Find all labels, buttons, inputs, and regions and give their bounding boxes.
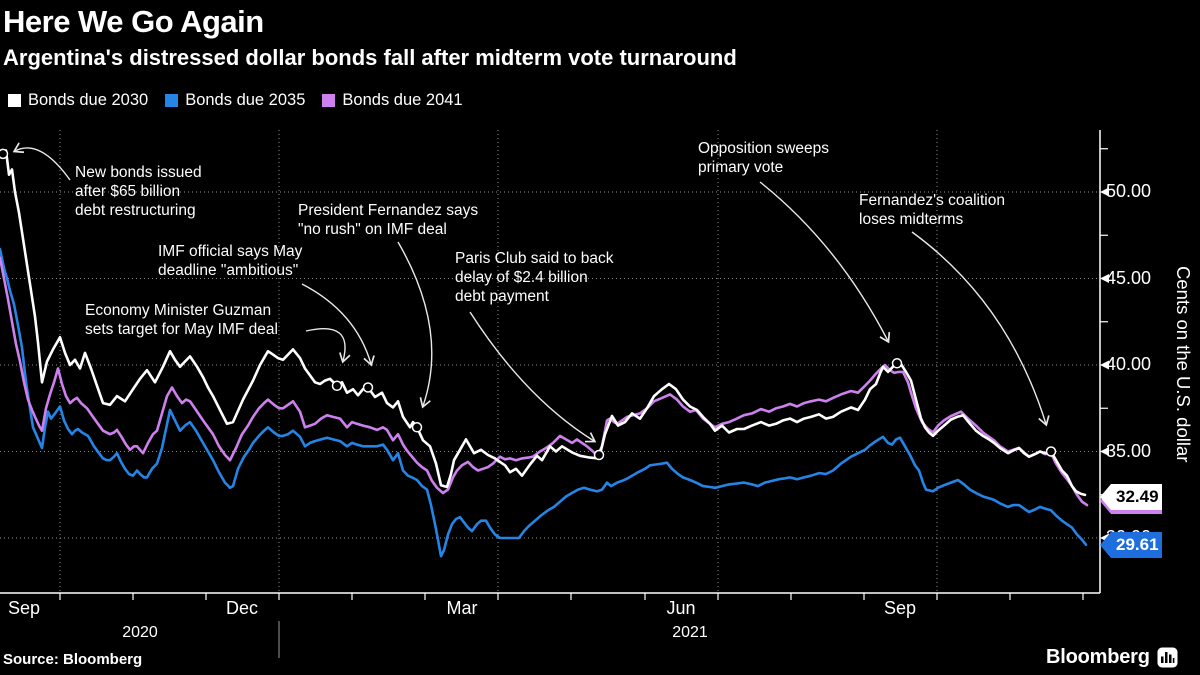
last-price-badge-2035: 29.61 [1100, 532, 1162, 558]
annotation-line: Fernandez's coalition [859, 192, 1005, 209]
y-axis-major-tick [1100, 274, 1109, 283]
annotation-line: debt payment [455, 288, 549, 305]
legend: Bonds due 2030 Bonds due 2035 Bonds due … [8, 91, 480, 110]
x-axis-month-label: Sep [7, 598, 41, 618]
legend-swatch-2041-icon [322, 94, 336, 107]
annotation-arrow-midterms [911, 231, 1050, 427]
event-marker-primary-vote [891, 358, 903, 369]
gridlines [0, 130, 1100, 593]
annotation-arrow-no-rush [397, 241, 433, 409]
annotation-arrow-guzman [305, 327, 351, 364]
axes [0, 130, 1109, 658]
x-axis-month-label: Mar [446, 598, 478, 618]
x-axis-year-label: 2020 [122, 624, 158, 641]
annotation-line: President Fernandez says [298, 202, 479, 219]
event-marker-new-bonds [0, 148, 9, 160]
y-axis-label: 50.00 [1106, 181, 1152, 202]
series-line-bonds-due-2041 [0, 256, 1089, 507]
annotation-text-imf-official: IMF official says May deadline "ambitious… [158, 242, 302, 280]
data-series [0, 149, 1089, 558]
annotation-line: Economy Minister Guzman [85, 302, 272, 319]
annotation-arrows [0, 142, 1057, 461]
legend-item-bonds-2035: Bonds due 2035 [165, 91, 305, 110]
legend-label-2030: Bonds due 2030 [28, 91, 149, 109]
annotation-text-midterms: Fernandez's coalition loses midterms [859, 191, 1005, 229]
event-marker-guzman [331, 380, 343, 392]
event-marker-midterms [1045, 446, 1057, 457]
x-axis-month-label: Dec [225, 598, 259, 618]
event-marker-imf-official [362, 382, 374, 393]
y-axis-major-tick [1100, 187, 1109, 197]
bloomberg-chart-bubble-icon [1157, 647, 1178, 668]
y-axis-major-tick [1100, 360, 1109, 370]
annotation-line: Opposition sweeps [698, 140, 829, 157]
x-axis-year-label: 2021 [672, 624, 708, 641]
legend-item-bonds-2030: Bonds due 2030 [8, 91, 148, 110]
annotation-line: debt restructuring [75, 202, 196, 219]
legend-label-2041: Bonds due 2041 [342, 91, 463, 109]
series-line-bonds-due-2030 [0, 149, 1087, 497]
annotation-text-paris-club: Paris Club said to back delay of $2.4 bil… [455, 249, 614, 306]
annotation-line: Paris Club said to back [455, 250, 614, 267]
page-title: Here We Go Again [3, 4, 264, 39]
annotation-text-new-bonds: New bonds issued after $65 billion debt re… [75, 163, 202, 220]
annotation-line: deadline "ambitious" [158, 262, 299, 279]
page-subtitle: Argentina's distressed dollar bonds fall… [3, 45, 737, 70]
y-axis-major-tick [1100, 447, 1109, 456]
legend-swatch-2030-icon [8, 94, 21, 107]
legend-label-2035: Bonds due 2035 [185, 91, 306, 109]
last-price-badge-2030: 32.49 [1100, 484, 1162, 510]
source-attribution: Source: Bloomberg [3, 651, 143, 668]
annotation-line: IMF official says May [158, 243, 303, 260]
annotation-line: New bonds issued [75, 164, 202, 181]
annotation-line: sets target for May IMF deal [85, 321, 278, 338]
legend-item-bonds-2041: Bonds due 2041 [322, 91, 463, 110]
y-axis-label: 35.00 [1106, 440, 1152, 461]
bloomberg-wordmark: Bloomberg [1046, 646, 1150, 668]
annotation-text-guzman: Economy Minister Guzman sets target for M… [85, 301, 278, 339]
legend-swatch-2035-icon [165, 94, 179, 107]
x-axis-month-label: Sep [883, 598, 917, 618]
annotation-line: delay of $2.4 billion [455, 269, 588, 286]
annotation-arrow-primary-vote [759, 181, 891, 344]
bloomberg-logo: Bloomberg [1046, 646, 1178, 669]
annotation-arrow-paris-club [469, 311, 597, 443]
annotation-arrow-imf-official [301, 283, 375, 367]
y-axis-label: 40.00 [1106, 354, 1152, 375]
y-axis-title: Cents on the U.S. dollar [1173, 266, 1194, 463]
annotation-text-primary-vote: Opposition sweeps primary vote [698, 139, 829, 177]
annotation-line: "no rush" on IMF deal [298, 221, 447, 238]
y-axis-label: 45.00 [1106, 267, 1152, 288]
annotation-line: after $65 billion [75, 183, 181, 200]
annotation-line: primary vote [698, 159, 784, 176]
x-axis-month-label: Jun [666, 598, 696, 618]
annotation-arrow-new-bonds [12, 142, 71, 181]
annotation-line: loses midterms [859, 211, 964, 228]
event-marker-paris-club [593, 449, 605, 461]
series-line-bonds-due-2035 [0, 247, 1088, 558]
annotation-text-no-rush: President Fernandez says "no rush" on IMF… [298, 201, 478, 239]
event-marker-no-rush [411, 422, 423, 433]
